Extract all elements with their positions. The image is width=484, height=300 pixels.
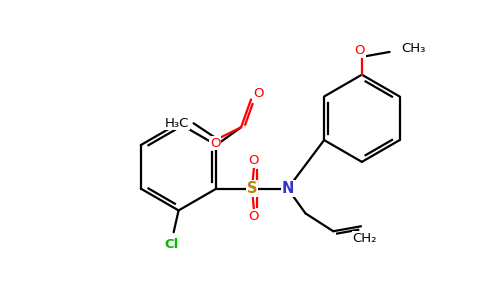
Text: O: O (355, 44, 365, 57)
Text: CH₂: CH₂ (353, 232, 377, 245)
Text: O: O (210, 136, 221, 150)
Text: O: O (249, 210, 259, 223)
Text: H₃C: H₃C (165, 117, 190, 130)
Text: CH₃: CH₃ (402, 42, 426, 56)
Text: Cl: Cl (165, 238, 179, 250)
Text: O: O (254, 87, 264, 100)
Text: N: N (282, 181, 294, 196)
Text: S: S (247, 181, 257, 196)
Text: O: O (249, 154, 259, 167)
